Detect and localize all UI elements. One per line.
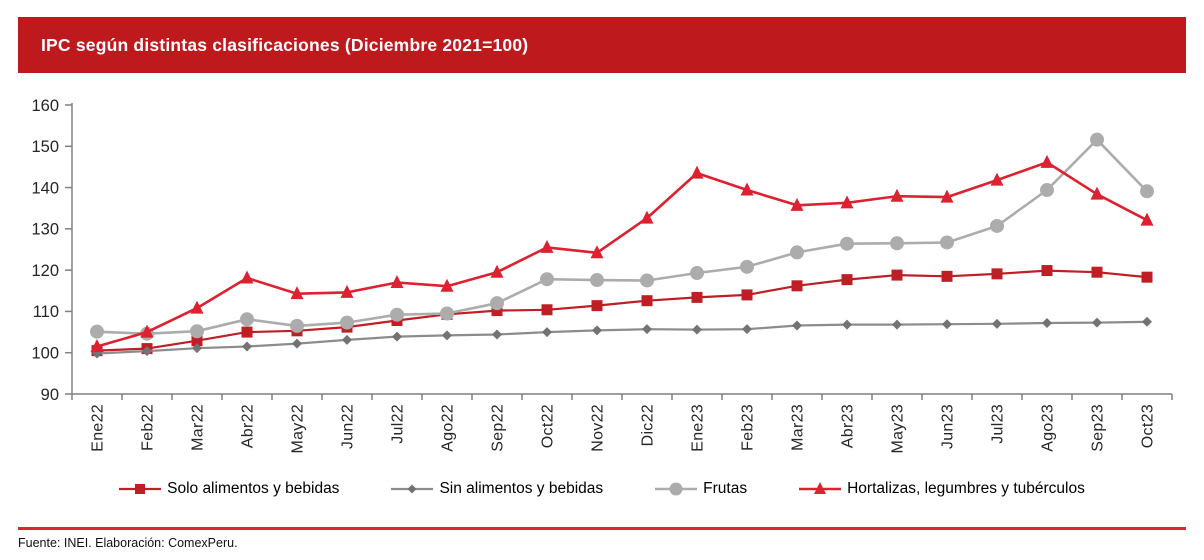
series-hortalizas-legumbres-y-tub-rculos xyxy=(90,154,1154,353)
x-tick-label: Sep22 xyxy=(489,404,506,452)
y-tick-label: 150 xyxy=(31,138,59,156)
legend-item-frutas: Frutas xyxy=(655,480,747,498)
legend-item-sin-alimentos-y-bebidas: Sin alimentos y bebidas xyxy=(391,480,603,498)
x-tick-label: Feb23 xyxy=(739,404,756,451)
chart-title: IPC según distintas clasificaciones (Dic… xyxy=(41,34,529,55)
y-tick-label: 110 xyxy=(33,303,59,321)
plot-area: 90 100 110 120 130 140 150 160 Ene22 Feb22 Mar22 Ab… xyxy=(31,97,1173,454)
x-tick-label: Mar23 xyxy=(789,404,806,451)
sin-alimentos-y-bebidas-marker-icon xyxy=(391,484,434,494)
y-tick-label: 130 xyxy=(31,221,59,239)
x-tick-label: Oct22 xyxy=(539,404,556,448)
x-tick-label: Abr22 xyxy=(239,404,256,448)
legend-item-hortalizas-legumbres-y-tub-rculos: Hortalizas, legumbres y tubérculos xyxy=(799,480,1085,498)
x-tick-label: Oct23 xyxy=(1139,404,1156,448)
line-chart: 90 100 110 120 130 140 150 160 Ene22 Feb22 Mar22 Ab… xyxy=(18,90,1186,474)
series-sin-alimentos-y-bebidas xyxy=(92,316,1152,359)
y-tick-label: 120 xyxy=(31,262,59,280)
legend-label: Hortalizas, legumbres y tubérculos xyxy=(847,480,1085,497)
source-note: Fuente: INEI. Elaboración: ComexPeru. xyxy=(18,536,238,550)
x-tick-label: Jul22 xyxy=(389,404,406,444)
axes xyxy=(71,103,1172,395)
footer-divider xyxy=(18,527,1186,530)
legend-label: Solo alimentos y bebidas xyxy=(167,480,340,497)
y-axis-ticks: 90 100 110 120 130 140 150 160 xyxy=(31,97,72,404)
x-tick-label: Mar22 xyxy=(189,404,206,451)
y-tick-label: 160 xyxy=(31,97,59,115)
y-tick-label: 90 xyxy=(41,386,59,404)
chart-legend: Solo alimentos y bebidas Sin alimentos y … xyxy=(0,474,1204,504)
x-tick-label: Nov22 xyxy=(589,404,606,452)
x-tick-label: Abr23 xyxy=(839,404,856,448)
x-tick-label: Sep23 xyxy=(1089,404,1106,452)
x-tick-label: Jun23 xyxy=(939,404,956,449)
legend-label: Sin alimentos y bebidas xyxy=(439,480,604,497)
y-tick-label: 140 xyxy=(31,179,59,197)
x-tick-label: May23 xyxy=(889,404,906,454)
x-axis-ticks: Ene22 Feb22 Mar22 Abr22 May22 Jun22 Jul22 Ago22… xyxy=(71,394,1173,454)
x-tick-label: May22 xyxy=(289,404,306,454)
x-tick-label: Ago22 xyxy=(439,404,456,452)
x-tick-label: Ene23 xyxy=(689,404,706,452)
x-tick-label: Ago23 xyxy=(1039,404,1056,452)
hortalizas-legumbres-y-tub-rculos-marker-icon xyxy=(799,482,842,494)
solo-alimentos-y-bebidas-marker-icon xyxy=(119,484,162,494)
x-tick-label: Ene22 xyxy=(89,404,106,452)
x-tick-label: Jun22 xyxy=(339,404,356,449)
legend-item-solo-alimentos-y-bebidas: Solo alimentos y bebidas xyxy=(119,480,339,498)
x-tick-label: Feb22 xyxy=(139,404,156,451)
title-banner: IPC según distintas clasificaciones (Dic… xyxy=(18,17,1186,73)
legend-label: Frutas xyxy=(703,480,748,497)
x-tick-label: Dic22 xyxy=(639,404,656,446)
y-tick-label: 100 xyxy=(31,344,59,362)
x-tick-label: Jul23 xyxy=(989,404,1006,444)
frutas-marker-icon xyxy=(655,482,698,496)
